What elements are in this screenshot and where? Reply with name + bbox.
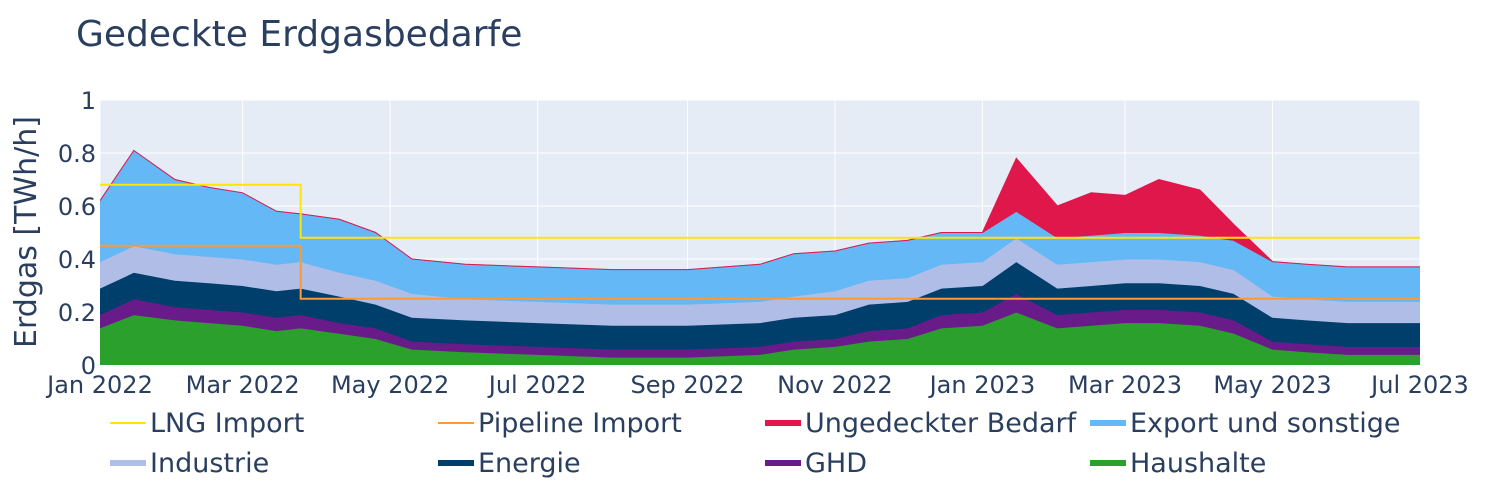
x-axis-ticks: Jan 2022 Mar 2022 May 2022 Jul 2022 Sep 2022… <box>45 371 1469 399</box>
stacked-areas <box>100 149 1420 365</box>
legend-swatch <box>110 460 146 466</box>
legend-item-haushalte[interactable]: Haushalte <box>1090 444 1266 482</box>
legend-item-energie[interactable]: Energie <box>438 444 581 482</box>
legend-label: Export und sonstige <box>1130 407 1401 439</box>
legend-label: Haushalte <box>1130 447 1267 479</box>
chart-canvas: 00.20.40.60.81 Jan 2022 Mar 2022 May 2022 J… <box>9 87 1469 399</box>
legend-item-ghd[interactable]: GHD <box>765 444 867 482</box>
legend-label: Pipeline Import <box>478 407 682 439</box>
x-tick-label: Nov 2022 <box>777 371 893 399</box>
x-tick-label: Sep 2022 <box>630 371 744 399</box>
legend-label: GHD <box>805 447 868 479</box>
legend-label: LNG Import <box>150 407 305 439</box>
x-tick-label: Mar 2023 <box>1068 371 1182 399</box>
y-tick-label: 1 <box>81 87 96 115</box>
y-tick-label: 0.6 <box>58 193 96 221</box>
x-tick-label: Jan 2023 <box>928 371 1036 399</box>
legend-swatch <box>1090 420 1126 426</box>
import-lines <box>100 183 1420 300</box>
legend-label: Ungedeckter Bedarf <box>805 407 1077 439</box>
x-tick-label: Mar 2022 <box>186 371 300 399</box>
line-lng-import <box>100 183 1420 239</box>
legend-label: Industrie <box>150 447 270 479</box>
legend-item-pipeline-import[interactable]: Pipeline Import <box>438 404 682 442</box>
legend-label: Energie <box>478 447 581 479</box>
legend-swatch <box>438 422 474 424</box>
legend-item-industrie[interactable]: Industrie <box>110 444 269 482</box>
legend-item-lng-import[interactable]: LNG Import <box>110 404 304 442</box>
legend-swatch <box>438 460 474 466</box>
x-tick-label: Jan 2022 <box>45 371 153 399</box>
y-axis-ticks: 0 0.2 0.4 0.6 0.8 1 <box>58 87 96 380</box>
y-axis-title: Erdgas [TWh/h] <box>9 116 44 348</box>
line-pipeline-import <box>100 244 1420 300</box>
legend: LNG Import Pipeline Import Ungedeckter Bed… <box>110 404 1500 494</box>
legend-swatch <box>1090 460 1126 466</box>
y-tick-label: 0.2 <box>58 299 96 327</box>
x-tick-label: Jul 2023 <box>1369 371 1469 399</box>
legend-swatch <box>110 422 146 424</box>
chart-title: Gedeckte Erdgasbedarfe <box>76 14 523 55</box>
legend-swatch <box>765 420 801 426</box>
y-tick-label: 0.4 <box>58 246 96 274</box>
y-tick-label: 0 <box>81 352 96 380</box>
x-tick-label: May 2022 <box>331 371 449 399</box>
legend-item-export-und-sonstige[interactable]: Export und sonstige <box>1090 404 1401 442</box>
legend-item-ungedeckter-bedarf[interactable]: Ungedeckter Bedarf <box>765 404 1076 442</box>
x-tick-label: May 2023 <box>1213 371 1331 399</box>
y-tick-label: 0.8 <box>58 140 96 168</box>
x-tick-label: Jul 2022 <box>487 371 587 399</box>
legend-swatch <box>765 460 801 466</box>
area-ungedeckter-bedarf <box>100 149 1420 271</box>
